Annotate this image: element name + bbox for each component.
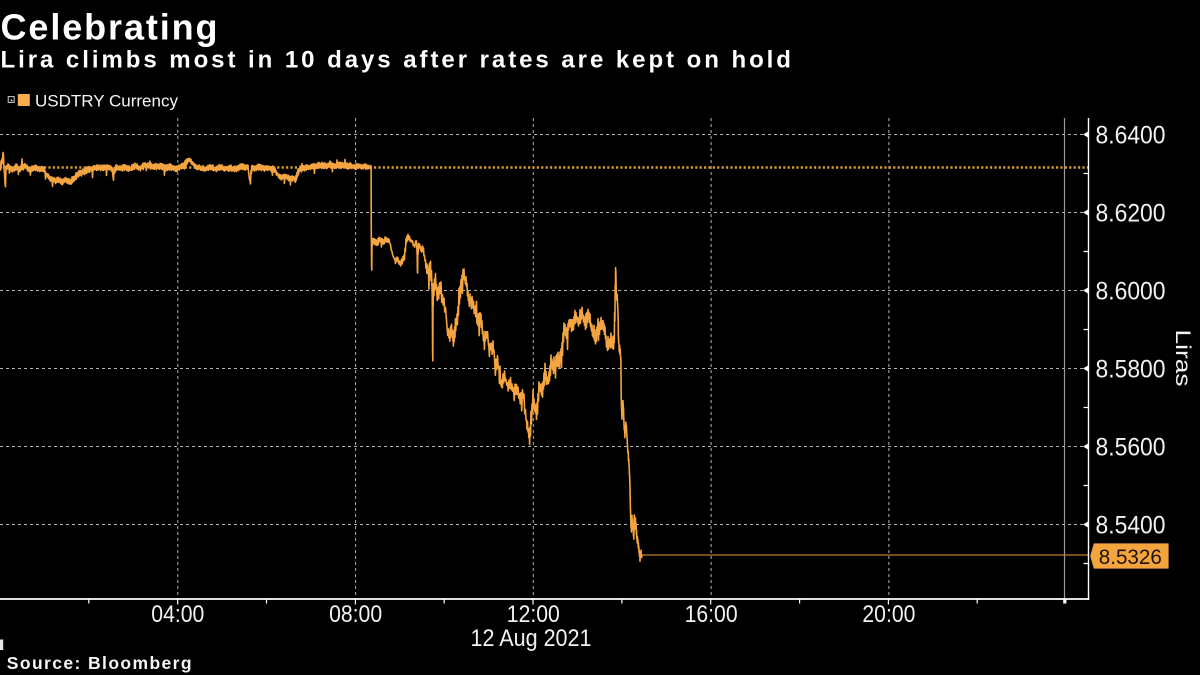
svg-text:8.6400: 8.6400 [1096, 121, 1166, 149]
svg-text:8.6000: 8.6000 [1096, 277, 1166, 305]
svg-text:12 Aug 2021: 12 Aug 2021 [471, 625, 592, 652]
svg-text:16:00: 16:00 [685, 601, 738, 628]
svg-text:Source: Bloomberg: Source: Bloomberg [7, 653, 193, 673]
svg-text:04:00: 04:00 [151, 601, 204, 628]
svg-text:20:00: 20:00 [862, 601, 915, 628]
svg-text:8.5600: 8.5600 [1096, 433, 1166, 461]
svg-text:USDTRY Currency: USDTRY Currency [35, 91, 178, 110]
svg-text:8.6200: 8.6200 [1096, 199, 1166, 227]
svg-text:8.5400: 8.5400 [1096, 511, 1166, 539]
svg-text:Liras: Liras [1171, 330, 1195, 387]
svg-text:Lira climbs most in 10 days af: Lira climbs most in 10 days after rates … [1, 46, 794, 73]
svg-text:08:00: 08:00 [329, 601, 382, 628]
svg-text:8.5326: 8.5326 [1099, 545, 1162, 569]
svg-text:Celebrating: Celebrating [1, 7, 220, 48]
svg-text:8.5800: 8.5800 [1096, 355, 1166, 383]
svg-text:12:00: 12:00 [507, 601, 560, 628]
